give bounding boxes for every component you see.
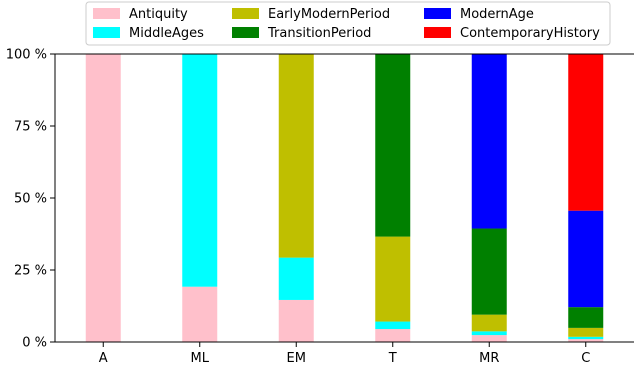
y-tick-label: 100 % xyxy=(6,48,47,63)
x-tick-label: A xyxy=(99,351,108,366)
bar-MR-TransitionPeriod xyxy=(471,228,507,315)
x-tick-label: MR xyxy=(479,351,499,366)
bar-EM-EarlyModernPeriod xyxy=(278,54,314,258)
bar-MR-ModernAge xyxy=(471,54,507,229)
legend-label-TransitionPeriod: TransitionPeriod xyxy=(267,26,371,41)
bar-A-Antiquity xyxy=(85,54,121,342)
bar-MR-Antiquity xyxy=(471,335,507,342)
y-tick-label: 50 % xyxy=(14,192,47,207)
legend-label-EarlyModernPeriod: EarlyModernPeriod xyxy=(268,7,390,22)
bar-T-MiddleAges xyxy=(375,321,411,330)
bar-C-ModernAge xyxy=(568,210,604,308)
y-tick-label: 0 % xyxy=(22,336,47,351)
x-tick-label: C xyxy=(581,351,590,366)
legend: Antiquity MiddleAges EarlyModernPeriod Tran… xyxy=(85,1,611,46)
x-tick-label: EM xyxy=(287,351,306,366)
bar-ML-MiddleAges xyxy=(182,54,218,287)
y-tick-label: 25 % xyxy=(14,264,47,279)
bar-T-TransitionPeriod xyxy=(375,54,411,237)
bar-T-EarlyModernPeriod xyxy=(375,236,411,322)
bar-C-MiddleAges xyxy=(568,336,604,340)
x-tick-label: T xyxy=(388,351,397,366)
bar-ML-Antiquity xyxy=(182,286,218,342)
bar-EM-MiddleAges xyxy=(278,257,314,300)
legend-swatch-MiddleAges xyxy=(93,27,120,38)
legend-label-Antiquity: Antiquity xyxy=(129,7,188,22)
bar-C-TransitionPeriod xyxy=(568,307,604,328)
legend-label-ContemporaryHistory: ContemporaryHistory xyxy=(460,26,600,41)
axes-layer: 0 % 25 % 50 % 75 % 100 % A ML EM T MR C xyxy=(6,48,634,366)
legend-swatch-TransitionPeriod xyxy=(232,27,259,38)
legend-swatch-ContemporaryHistory xyxy=(424,27,451,38)
legend-label-MiddleAges: MiddleAges xyxy=(129,26,204,41)
bar-EM-Antiquity xyxy=(278,299,314,342)
legend-swatch-Antiquity xyxy=(93,8,120,19)
y-tick-label: 75 % xyxy=(14,120,47,135)
bar-C-Antiquity xyxy=(568,339,604,342)
legend-box xyxy=(85,1,611,46)
bar-MR-EarlyModernPeriod xyxy=(471,314,507,332)
bar-T-Antiquity xyxy=(375,329,411,342)
bar-C-ContemporaryHistory xyxy=(568,54,604,211)
bar-C-EarlyModernPeriod xyxy=(568,327,604,337)
x-tick-label: ML xyxy=(191,351,210,366)
bar-MR-MiddleAges xyxy=(471,331,507,336)
bars-layer xyxy=(85,54,604,342)
legend-swatch-ModernAge xyxy=(424,8,451,19)
legend-label-ModernAge: ModernAge xyxy=(460,7,534,22)
legend-swatch-EarlyModernPeriod xyxy=(232,8,259,19)
